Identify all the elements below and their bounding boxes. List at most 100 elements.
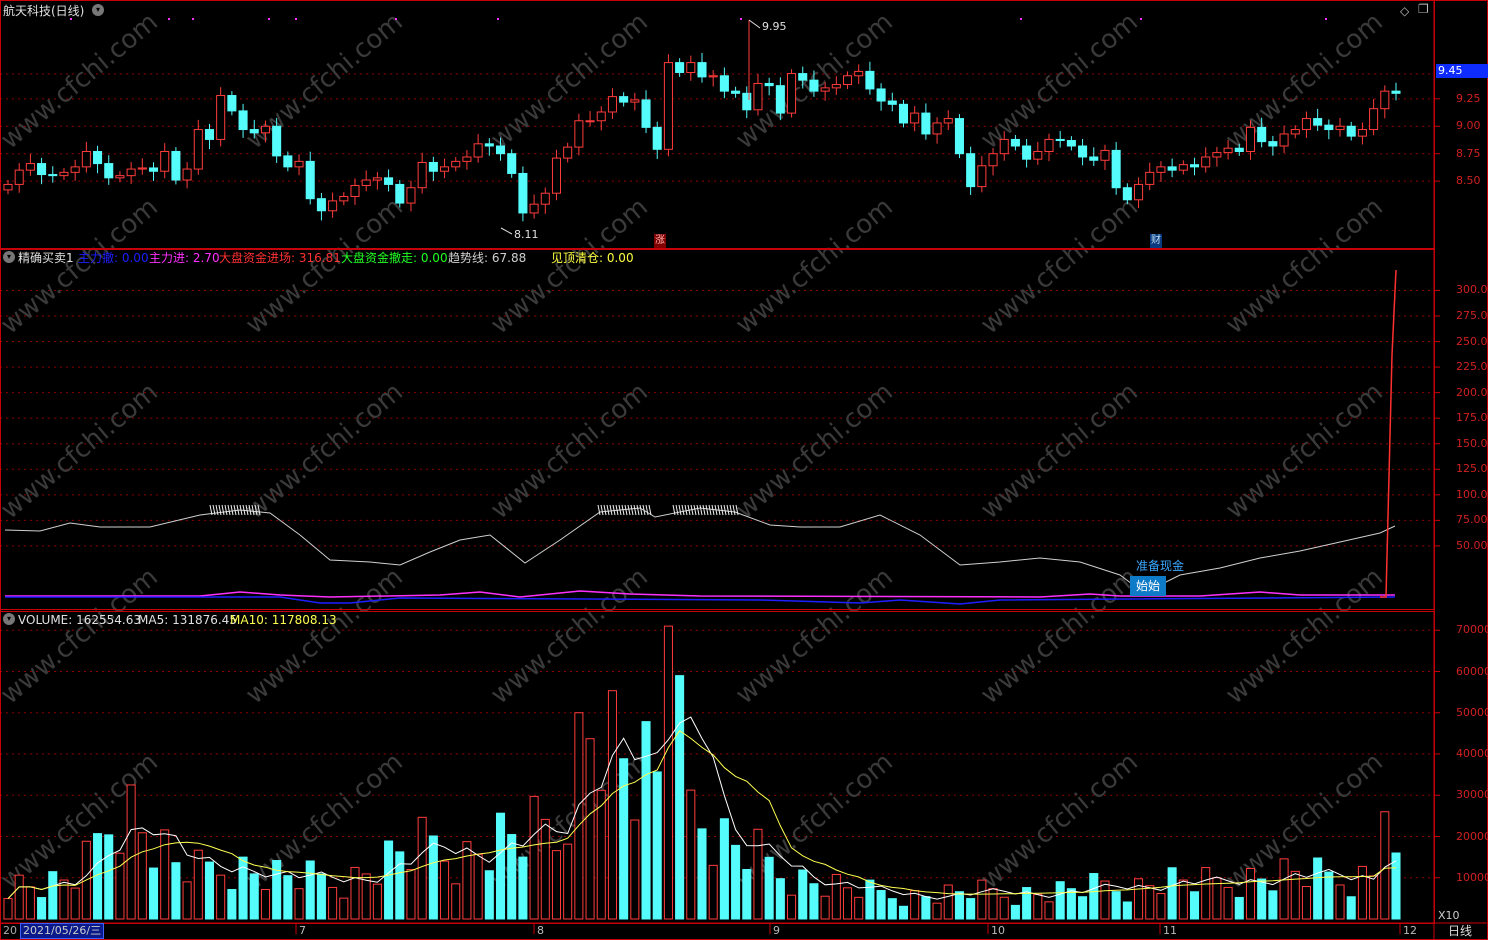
candle-body	[148, 167, 159, 172]
candle-body	[1055, 138, 1065, 142]
volume-bar	[160, 829, 170, 920]
volume-bar	[865, 879, 875, 920]
limit-up-badge[interactable]: 涨	[654, 234, 666, 248]
candle-body	[115, 175, 125, 179]
finance-badge[interactable]: 财	[1150, 234, 1162, 248]
candle-body	[719, 75, 729, 92]
low-price-label: 8.11	[514, 228, 539, 241]
volume-bar	[1301, 886, 1311, 920]
diamond-icon[interactable]: ◇	[1400, 4, 1410, 18]
candle-body	[708, 75, 718, 78]
candle-body	[260, 125, 270, 134]
signal-dot	[192, 18, 194, 20]
indicator-name[interactable]: 精确买卖1	[18, 251, 74, 265]
volume-bar	[104, 834, 114, 920]
watermark-text: www.cfchi.com	[0, 377, 164, 525]
candle-body	[93, 150, 103, 165]
indicator-tick-label: 225.0	[1456, 360, 1488, 374]
candle-body	[3, 183, 13, 191]
title-dropdown-icon[interactable]: ▾	[92, 4, 104, 16]
candle-body	[417, 161, 427, 189]
volume-tick-label: 20000	[1456, 829, 1488, 843]
candle-body	[1100, 149, 1110, 161]
volume-bar	[137, 832, 147, 920]
volume-bar	[551, 850, 562, 920]
candle-body	[361, 179, 371, 187]
peak-marker	[639, 504, 643, 516]
watermark-text: www.cfchi.com	[0, 7, 164, 155]
volume-tick-label: 10000	[1456, 870, 1488, 884]
volume-bar	[440, 860, 450, 920]
candle-body	[484, 143, 494, 147]
restore-window-icon[interactable]: ❐	[1418, 2, 1429, 16]
candle-body	[854, 70, 864, 77]
indicator-tick-label: 100.0	[1456, 487, 1488, 501]
volume-bar	[1134, 878, 1144, 920]
candle-body	[1301, 118, 1311, 131]
volume-dropdown-icon[interactable]: ▾	[3, 613, 15, 625]
candle-body	[48, 174, 58, 177]
candle-body	[1089, 156, 1099, 161]
peak-marker	[257, 504, 261, 516]
watermark-text: www.cfchi.com	[730, 562, 899, 710]
candle-body	[316, 198, 326, 212]
candle-body	[1111, 149, 1121, 189]
candle-body	[440, 166, 450, 172]
volume-bar	[249, 873, 259, 920]
peak-marker	[236, 504, 240, 516]
peak-marker	[212, 504, 216, 516]
volume-bar	[954, 891, 964, 920]
candle-body	[1078, 145, 1088, 158]
volume-bar	[3, 898, 13, 920]
watermark-text: www.cfchi.com	[485, 7, 654, 155]
candle-body	[518, 172, 528, 214]
volume-bar	[988, 888, 998, 920]
volume-bar	[37, 897, 47, 920]
peak-marker	[684, 504, 688, 516]
candle-body	[1134, 183, 1144, 201]
peak-marker	[627, 504, 631, 516]
indicator-series[interactable]	[4, 269, 1397, 605]
candle-body	[596, 111, 606, 122]
volume-bar	[227, 889, 237, 920]
candle-body	[204, 129, 215, 140]
volume-bar	[574, 712, 584, 920]
volume-bar	[305, 860, 315, 920]
zoom-label[interactable]: X10	[1438, 909, 1460, 922]
volume-bar	[842, 887, 853, 920]
watermark-text: www.cfchi.com	[975, 192, 1144, 340]
peak-marker	[678, 504, 682, 516]
watermark-text: www.cfchi.com	[240, 377, 409, 525]
volume-bar	[764, 856, 774, 920]
indicator-dropdown-icon[interactable]: ▾	[3, 251, 15, 263]
volume-bar	[742, 869, 752, 920]
volume-bar	[316, 873, 326, 920]
candlestick-series[interactable]	[3, 18, 1401, 235]
candle-body	[1122, 187, 1132, 201]
peak-marker	[690, 504, 694, 516]
volume-bar	[1212, 877, 1222, 920]
volume-bar	[731, 844, 741, 920]
candle-body	[932, 122, 942, 135]
volume-bar	[809, 883, 819, 920]
signal-dot	[168, 18, 170, 20]
candle-body	[137, 167, 147, 170]
candle-body	[630, 99, 640, 103]
watermark-text: www.cfchi.com	[1220, 377, 1389, 525]
candle-body	[1178, 164, 1188, 171]
peak-marker	[239, 504, 243, 516]
watermark-text: www.cfchi.com	[730, 377, 899, 525]
candle-body	[25, 163, 35, 171]
volume-bar	[686, 789, 696, 920]
period-label[interactable]: 日线	[1448, 924, 1473, 938]
volume-bar	[1189, 891, 1200, 920]
volume-bar	[1234, 896, 1244, 920]
volume-tick-label: 50000	[1456, 705, 1488, 719]
signal-box: 始始	[1130, 576, 1166, 596]
volume-bars[interactable]	[3, 625, 1401, 920]
candle-body	[619, 96, 629, 103]
volume-bar	[1324, 871, 1334, 920]
candle-body	[551, 157, 562, 194]
